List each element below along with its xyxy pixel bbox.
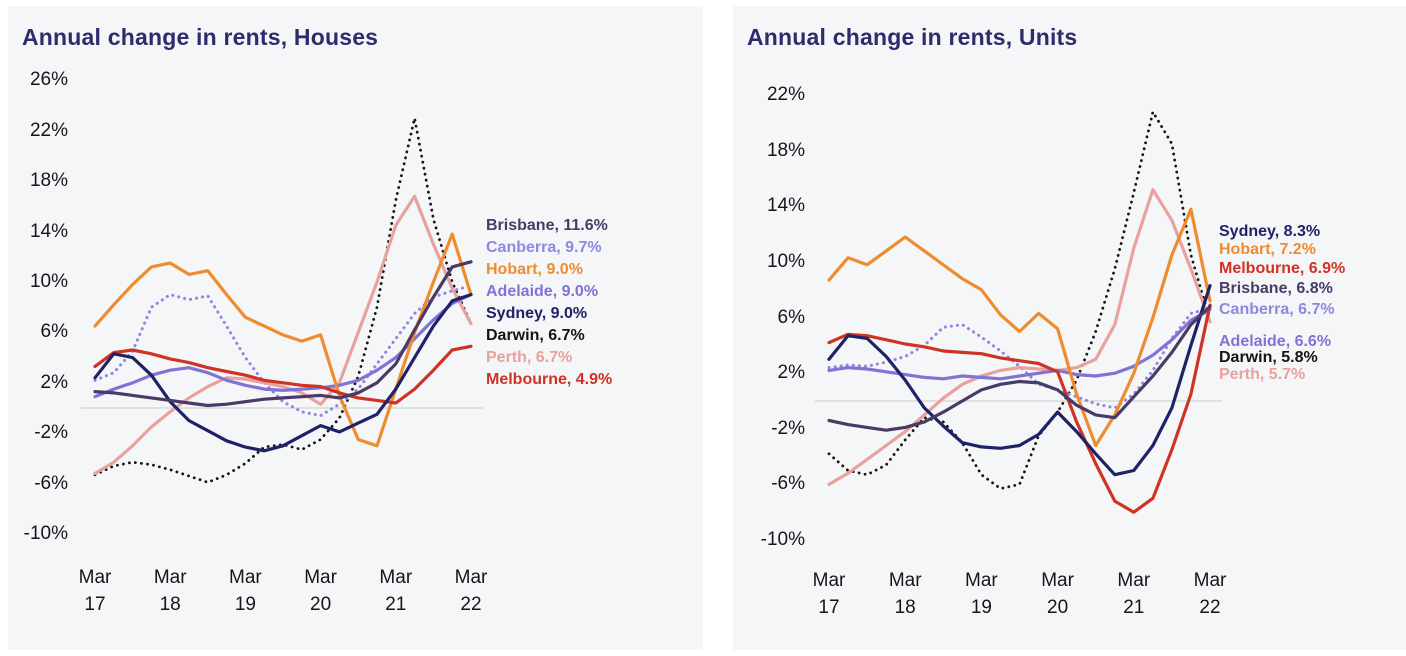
sydney-series-line: [93, 293, 473, 453]
x-axis-tick-label: Mar 22: [1193, 570, 1227, 618]
legend-item-perth: Perth, 5.7%: [1219, 366, 1306, 383]
legend-item-adelaide: Adelaide, 9.0%: [486, 283, 599, 300]
y-axis-tick-label: 10%: [766, 251, 805, 272]
sydney-series-line: [827, 284, 1212, 477]
y-axis-tick-label: -6%: [34, 472, 68, 494]
y-axis-tick-label: 6%: [777, 306, 805, 328]
houses-line-plot: [81, 116, 483, 484]
legend-item-canberra: Canberra, 6.7%: [1219, 301, 1335, 318]
units-line-plot: [815, 110, 1222, 514]
melbourne-series-line: [93, 344, 473, 405]
melbourne-series-line: [827, 303, 1212, 514]
y-axis-tick-label: 2%: [40, 371, 68, 393]
adelaide-series-line: [827, 307, 1212, 381]
y-axis-tick-label: -2%: [771, 417, 805, 439]
y-axis-tick-label: 10%: [29, 271, 68, 292]
perth-series-line: [93, 194, 473, 476]
x-axis-tick-label: Mar 19: [229, 567, 262, 615]
legend-item-melbourne: Melbourne, 4.9%: [486, 371, 613, 388]
x-axis-tick-label: Mar 19: [965, 570, 998, 618]
x-axis-tick-label: Mar 21: [1117, 570, 1151, 618]
legend-item-darwin: Darwin, 6.7%: [486, 327, 585, 344]
y-axis-tick-label: 18%: [766, 139, 805, 161]
y-axis-tick-label: 2%: [777, 362, 805, 384]
x-axis-tick-label: Mar 22: [454, 567, 488, 615]
y-axis-tick-label: 6%: [40, 321, 68, 343]
adelaide-series-line: [93, 293, 473, 399]
perth-series-line: [827, 188, 1212, 486]
x-axis-tick-label: Mar 17: [812, 570, 846, 618]
x-axis-tick-label: Mar 18: [888, 570, 922, 618]
y-axis-tick-label: -10%: [23, 523, 68, 544]
units-chart-title: Annual change in rents, Units: [747, 24, 1078, 50]
legend-item-brisbane: Brisbane, 6.8%: [1219, 280, 1333, 297]
legend-item-canberra: Canberra, 9.7%: [486, 239, 602, 256]
legend-item-adelaide: Adelaide, 6.6%: [1219, 333, 1332, 350]
legend-item-hobart: Hobart, 9.0%: [486, 261, 583, 278]
darwin-series-line: [827, 110, 1212, 490]
y-axis-tick-label: 18%: [29, 170, 68, 192]
y-axis-tick-label: 26%: [29, 69, 68, 91]
hobart-series-line: [93, 232, 473, 448]
units-chart-panel: Annual change in rents, Units 22% 18% 14% 1…: [733, 6, 1406, 650]
y-axis-tick-label: -6%: [771, 473, 805, 495]
hobart-series-line: [827, 207, 1212, 448]
x-axis-tick-label: Mar 17: [78, 567, 112, 615]
legend-item-perth: Perth, 6.7%: [486, 349, 573, 366]
legend-item-sydney: Sydney, 9.0%: [486, 305, 588, 322]
y-axis-tick-label: -10%: [760, 529, 805, 550]
canberra-series-line: [827, 306, 1212, 410]
y-axis-tick-label: -2%: [34, 422, 68, 444]
legend-item-brisbane: Brisbane, 11.6%: [486, 217, 608, 234]
y-axis-tick-label: 22%: [766, 84, 805, 106]
canberra-series-line: [93, 284, 473, 418]
y-axis-tick-label: 14%: [766, 195, 805, 217]
x-axis-tick-label: Mar 20: [304, 567, 337, 615]
x-axis-tick-label: Mar 21: [379, 567, 413, 615]
legend-item-hobart: Hobart, 7.2%: [1219, 241, 1316, 258]
x-axis-tick-label: Mar 20: [1041, 570, 1074, 618]
brisbane-series-line: [827, 304, 1212, 432]
legend-item-melbourne: Melbourne, 6.9%: [1219, 260, 1346, 277]
x-axis-tick-label: Mar 18: [153, 567, 187, 615]
legend-item-darwin: Darwin, 5.8%: [1219, 349, 1318, 366]
darwin-series-line: [93, 116, 473, 484]
y-axis-tick-label: 14%: [29, 220, 68, 242]
y-axis-tick-label: 22%: [29, 119, 68, 141]
houses-chart-panel: Annual change in rents, Houses 26% 22% 18%…: [8, 6, 703, 650]
brisbane-series-line: [93, 260, 473, 408]
legend-item-sydney: Sydney, 8.3%: [1219, 223, 1321, 240]
houses-chart-title: Annual change in rents, Houses: [22, 24, 379, 50]
